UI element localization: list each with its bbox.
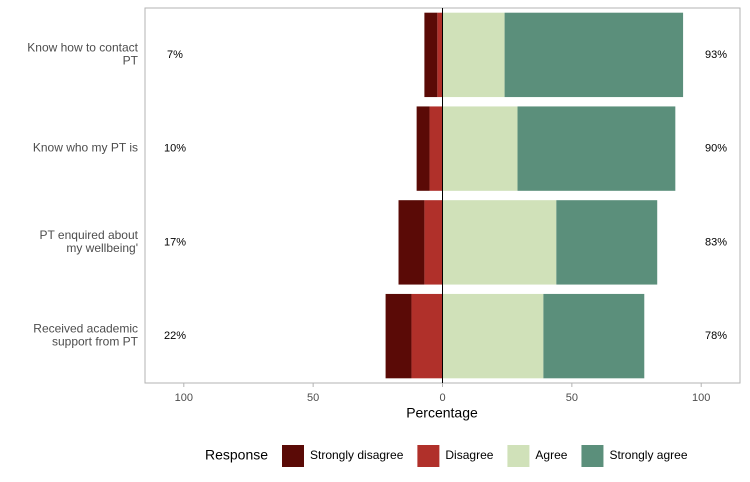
right-total-label: 83% — [705, 236, 727, 248]
left-total-label: 22% — [164, 330, 186, 342]
x-tick-label: 50 — [307, 392, 319, 404]
x-tick-label: 50 — [566, 392, 578, 404]
bar — [411, 293, 443, 379]
bar — [442, 106, 518, 191]
bar — [442, 200, 557, 285]
left-total-label: 17% — [164, 236, 186, 248]
y-tick-label: PT enquired about my wellbeing' — [39, 228, 138, 255]
bar — [416, 106, 430, 191]
right-total-label: 93% — [705, 49, 727, 61]
legend-label: Agree — [535, 448, 567, 462]
y-tick-label: Know how to contact PT — [27, 41, 138, 68]
bar — [424, 12, 438, 98]
bar — [556, 200, 658, 285]
legend-swatch — [507, 445, 530, 467]
y-tick-label: Received academic support from PT — [33, 322, 138, 349]
x-axis-title: Percentage — [406, 405, 478, 421]
x-tick-label: 0 — [439, 392, 445, 404]
legend-swatch — [417, 445, 440, 467]
legend-label: Strongly disagree — [310, 448, 404, 462]
right-total-label: 78% — [705, 330, 727, 342]
bar — [517, 106, 676, 191]
right-total-label: 90% — [705, 143, 727, 155]
y-tick-label: Know who my PT is — [33, 141, 138, 155]
x-tick-label: 100 — [175, 392, 193, 404]
bar — [437, 12, 443, 98]
legend-swatch — [282, 445, 304, 467]
legend-label: Disagree — [445, 448, 493, 462]
left-total-label: 10% — [164, 143, 186, 155]
left-total-label: 7% — [167, 49, 183, 61]
legend-swatch — [581, 445, 604, 467]
legend-title: Response — [205, 447, 268, 463]
bar — [504, 12, 684, 98]
bar — [442, 293, 544, 379]
x-tick-label: 100 — [692, 392, 710, 404]
bar — [398, 200, 425, 285]
bar — [429, 106, 443, 191]
bar — [442, 12, 505, 98]
bar — [424, 200, 443, 285]
legend-label: Strongly agree — [609, 448, 687, 462]
bar — [543, 293, 645, 379]
bar — [385, 293, 412, 379]
